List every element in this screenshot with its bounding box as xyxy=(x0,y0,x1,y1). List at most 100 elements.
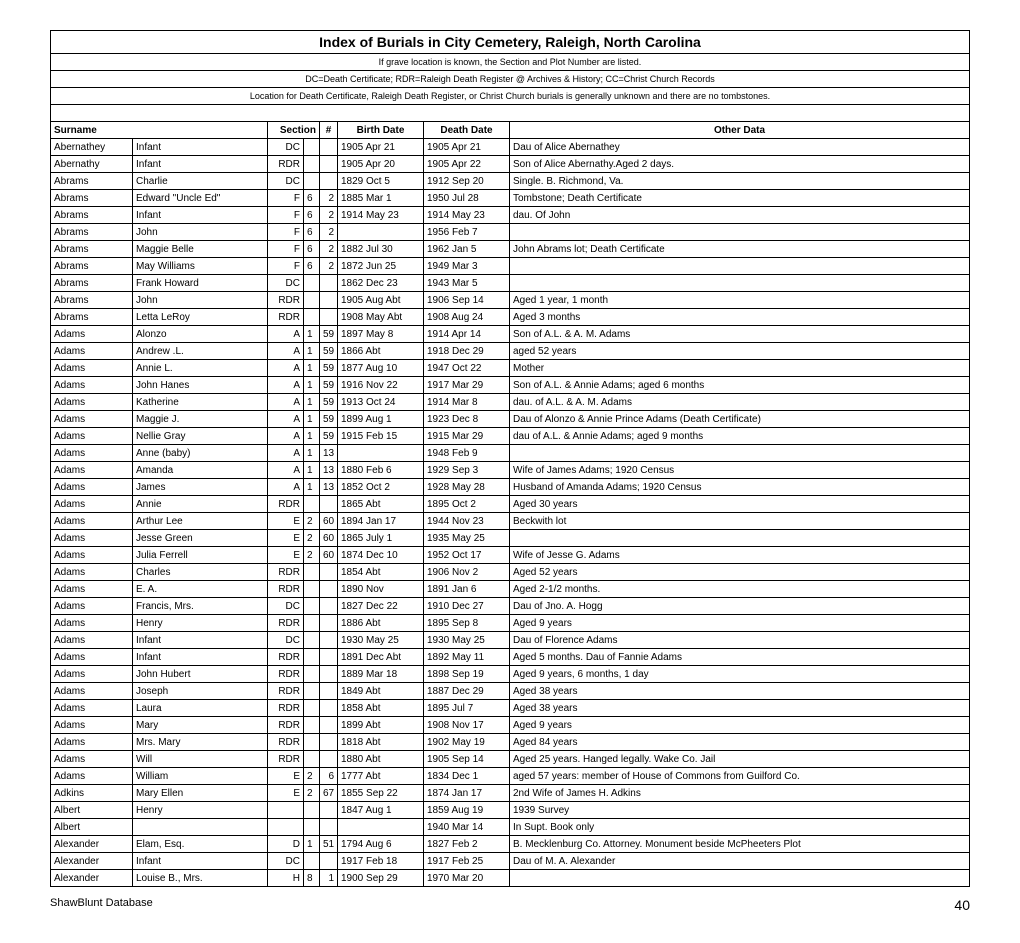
cell-section: D xyxy=(268,836,304,853)
cell-given: William xyxy=(133,768,268,785)
cell-other: dau. Of John xyxy=(510,207,970,224)
info3-row: Location for Death Certificate, Raleigh … xyxy=(51,88,970,105)
footer: ShawBlunt Database 40 xyxy=(50,897,970,913)
table-row: AdamsJosephRDR1849 Abt1887 Dec 29Aged 38… xyxy=(51,683,970,700)
cell-sub xyxy=(304,734,320,751)
cell-surname: Adams xyxy=(51,598,133,615)
cell-sub xyxy=(304,275,320,292)
cell-other: Aged 84 years xyxy=(510,734,970,751)
page: Index of Burials in City Cemetery, Ralei… xyxy=(50,30,970,913)
cell-sub xyxy=(304,717,320,734)
cell-section: DC xyxy=(268,598,304,615)
cell-given: James xyxy=(133,479,268,496)
cell-sub xyxy=(304,173,320,190)
cell-surname: Adams xyxy=(51,547,133,564)
cell-other: aged 57 years: member of House of Common… xyxy=(510,768,970,785)
cell-num xyxy=(320,632,338,649)
cell-death: 1970 Mar 20 xyxy=(424,870,510,887)
cell-birth: 1914 May 23 xyxy=(338,207,424,224)
cell-other: Dau of Alonzo & Annie Prince Adams (Deat… xyxy=(510,411,970,428)
cell-birth: 1882 Jul 30 xyxy=(338,241,424,258)
cell-surname: Adams xyxy=(51,581,133,598)
cell-sub xyxy=(304,615,320,632)
cell-section: F xyxy=(268,241,304,258)
hdr-birth: Birth Date xyxy=(338,122,424,139)
cell-birth: 1827 Dec 22 xyxy=(338,598,424,615)
cell-given: Maggie J. xyxy=(133,411,268,428)
cell-num xyxy=(320,598,338,615)
cell-death: 1905 Apr 21 xyxy=(424,139,510,156)
cell-given: Nellie Gray xyxy=(133,428,268,445)
table-row: AbramsFrank HowardDC1862 Dec 231943 Mar … xyxy=(51,275,970,292)
cell-surname: Adams xyxy=(51,513,133,530)
cell-death: 1906 Nov 2 xyxy=(424,564,510,581)
cell-given: Andrew .L. xyxy=(133,343,268,360)
cell-num xyxy=(320,292,338,309)
cell-section: A xyxy=(268,394,304,411)
cell-section: DC xyxy=(268,173,304,190)
table-row: AdamsAnnieRDR1865 Abt1895 Oct 2Aged 30 y… xyxy=(51,496,970,513)
cell-given: Mrs. Mary xyxy=(133,734,268,751)
cell-other: Son of A.L. & Annie Adams; aged 6 months xyxy=(510,377,970,394)
cell-sub: 1 xyxy=(304,445,320,462)
cell-given: Mary xyxy=(133,717,268,734)
cell-death: 1905 Sep 14 xyxy=(424,751,510,768)
cell-given: Joseph xyxy=(133,683,268,700)
cell-surname: Adams xyxy=(51,683,133,700)
cell-section: A xyxy=(268,411,304,428)
cell-surname: Alexander xyxy=(51,836,133,853)
cell-death: 1956 Feb 7 xyxy=(424,224,510,241)
cell-section: E xyxy=(268,513,304,530)
cell-section: A xyxy=(268,377,304,394)
cell-birth: 1886 Abt xyxy=(338,615,424,632)
cell-death: 1944 Nov 23 xyxy=(424,513,510,530)
cell-sub xyxy=(304,139,320,156)
table-row: AbramsMay WilliamsF621872 Jun 251949 Mar… xyxy=(51,258,970,275)
cell-num: 60 xyxy=(320,530,338,547)
cell-sub xyxy=(304,581,320,598)
cell-birth: 1905 Apr 20 xyxy=(338,156,424,173)
cell-death: 1895 Oct 2 xyxy=(424,496,510,513)
cell-death: 1923 Dec 8 xyxy=(424,411,510,428)
cell-death: 1943 Mar 5 xyxy=(424,275,510,292)
cell-birth: 1894 Jan 17 xyxy=(338,513,424,530)
cell-section: A xyxy=(268,445,304,462)
hdr-other: Other Data xyxy=(510,122,970,139)
cell-death: 1928 May 28 xyxy=(424,479,510,496)
cell-death: 1874 Jan 17 xyxy=(424,785,510,802)
cell-given: Infant xyxy=(133,139,268,156)
cell-birth: 1847 Aug 1 xyxy=(338,802,424,819)
table-row: AdamsMrs. MaryRDR1818 Abt1902 May 19Aged… xyxy=(51,734,970,751)
cell-given: John xyxy=(133,292,268,309)
cell-surname: Abrams xyxy=(51,207,133,224)
cell-other: Tombstone; Death Certificate xyxy=(510,190,970,207)
cell-surname: Alexander xyxy=(51,870,133,887)
cell-given: Infant xyxy=(133,207,268,224)
cell-given: E. A. xyxy=(133,581,268,598)
cell-num: 2 xyxy=(320,207,338,224)
cell-surname: Abrams xyxy=(51,190,133,207)
cell-surname: Abrams xyxy=(51,173,133,190)
cell-sub: 6 xyxy=(304,258,320,275)
header-row: SurnameSection#Birth DateDeath DateOther… xyxy=(51,122,970,139)
cell-section: RDR xyxy=(268,615,304,632)
cell-num: 59 xyxy=(320,428,338,445)
cell-death: 1895 Sep 8 xyxy=(424,615,510,632)
cell-section: E xyxy=(268,785,304,802)
table-row: AbramsInfantF621914 May 231914 May 23dau… xyxy=(51,207,970,224)
cell-other: Aged 52 years xyxy=(510,564,970,581)
cell-section: E xyxy=(268,547,304,564)
cell-other xyxy=(510,530,970,547)
cell-section: F xyxy=(268,190,304,207)
cell-surname: Adams xyxy=(51,632,133,649)
info1-row: If grave location is known, the Section … xyxy=(51,54,970,71)
cell-sub: 2 xyxy=(304,530,320,547)
cell-num xyxy=(320,853,338,870)
cell-death: 1895 Jul 7 xyxy=(424,700,510,717)
cell-other: Aged 38 years xyxy=(510,683,970,700)
cell-death: 1918 Dec 29 xyxy=(424,343,510,360)
cell-sub: 1 xyxy=(304,326,320,343)
cell-other: Aged 5 months. Dau of Fannie Adams xyxy=(510,649,970,666)
cell-section: DC xyxy=(268,275,304,292)
cell-birth: 1829 Oct 5 xyxy=(338,173,424,190)
